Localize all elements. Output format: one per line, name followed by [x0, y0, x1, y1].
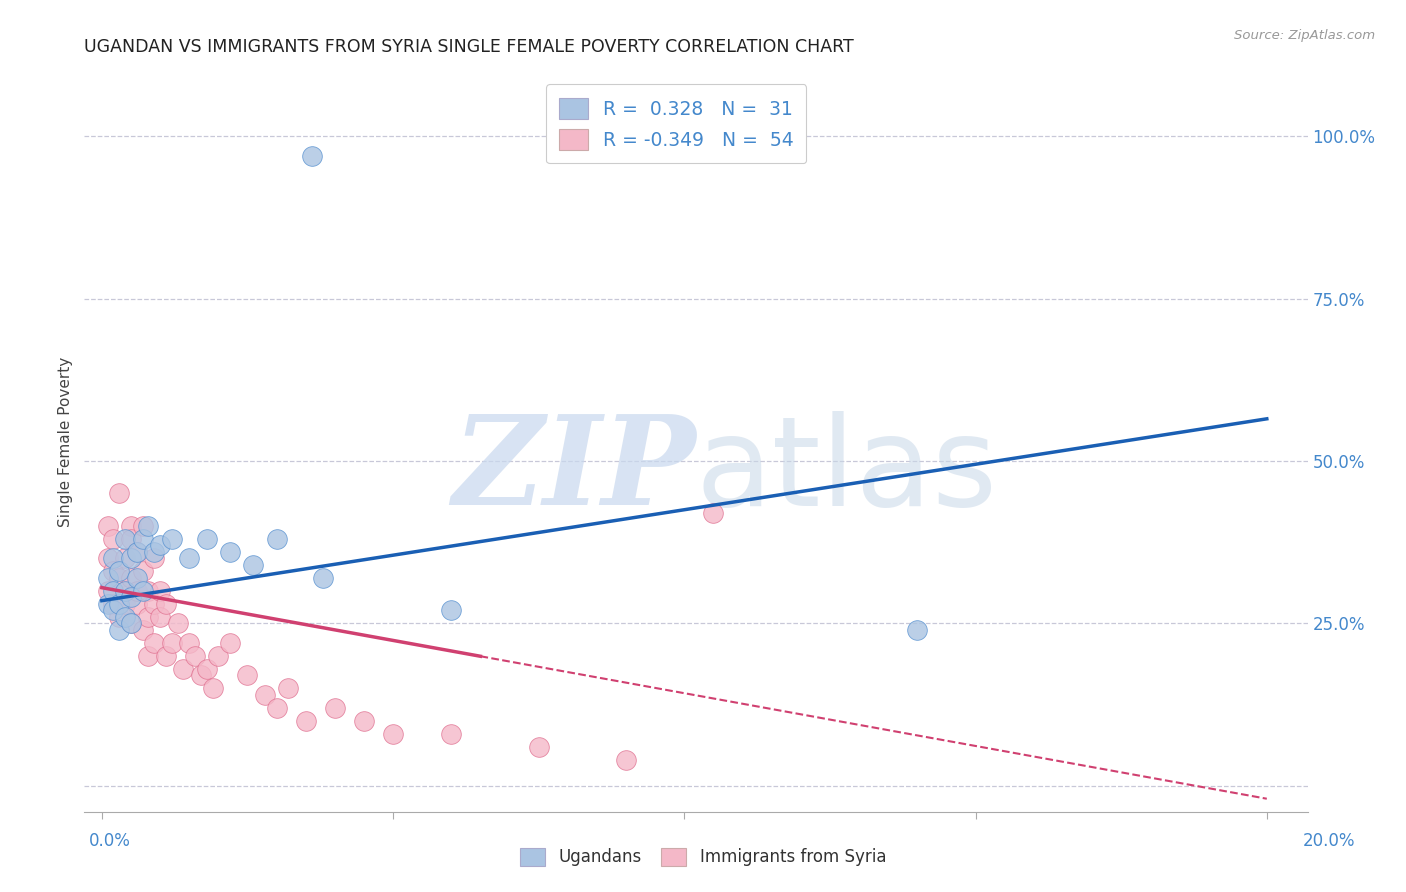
Text: 20.0%: 20.0% — [1302, 831, 1355, 849]
Legend: R =  0.328   N =  31, R = -0.349   N =  54: R = 0.328 N = 31, R = -0.349 N = 54 — [547, 85, 807, 163]
Point — [207, 648, 229, 663]
Point — [108, 610, 131, 624]
Point — [160, 636, 183, 650]
Point — [160, 532, 183, 546]
Point — [527, 739, 550, 754]
Point — [125, 583, 148, 598]
Text: ZIP: ZIP — [453, 410, 696, 532]
Text: Source: ZipAtlas.com: Source: ZipAtlas.com — [1234, 29, 1375, 43]
Point — [172, 662, 194, 676]
Point — [143, 551, 166, 566]
Point — [103, 597, 125, 611]
Point — [108, 597, 131, 611]
Point — [179, 551, 201, 566]
Point — [114, 583, 136, 598]
Point — [440, 727, 463, 741]
Point — [219, 545, 242, 559]
Point — [614, 753, 637, 767]
Point — [103, 583, 125, 598]
Point — [201, 681, 224, 696]
Point — [905, 623, 928, 637]
Point — [120, 532, 142, 546]
Point — [120, 519, 142, 533]
Point — [301, 149, 323, 163]
Point — [108, 486, 131, 500]
Point — [143, 545, 166, 559]
Point — [382, 727, 405, 741]
Point — [702, 506, 724, 520]
Point — [440, 603, 463, 617]
Point — [97, 597, 120, 611]
Point — [266, 701, 288, 715]
Point — [266, 532, 288, 546]
Point — [125, 545, 148, 559]
Point — [143, 636, 166, 650]
Point — [114, 532, 136, 546]
Text: UGANDAN VS IMMIGRANTS FROM SYRIA SINGLE FEMALE POVERTY CORRELATION CHART: UGANDAN VS IMMIGRANTS FROM SYRIA SINGLE … — [84, 38, 853, 56]
Point — [120, 571, 142, 585]
Point — [236, 668, 259, 682]
Point — [166, 616, 188, 631]
Point — [120, 616, 142, 631]
Point — [114, 551, 136, 566]
Point — [108, 565, 131, 579]
Point — [253, 688, 276, 702]
Point — [179, 636, 201, 650]
Text: 0.0%: 0.0% — [89, 831, 131, 849]
Point — [108, 623, 131, 637]
Point — [125, 571, 148, 585]
Point — [103, 532, 125, 546]
Point — [114, 583, 136, 598]
Legend: Ugandans, Immigrants from Syria: Ugandans, Immigrants from Syria — [513, 841, 893, 873]
Point — [155, 597, 177, 611]
Point — [131, 519, 153, 533]
Point — [353, 714, 375, 728]
Point — [190, 668, 212, 682]
Text: atlas: atlas — [696, 410, 998, 532]
Point — [103, 565, 125, 579]
Point — [125, 545, 148, 559]
Point — [323, 701, 346, 715]
Point — [195, 662, 218, 676]
Point — [195, 532, 218, 546]
Point — [114, 610, 136, 624]
Point — [114, 597, 136, 611]
Point — [125, 597, 148, 611]
Point — [131, 623, 153, 637]
Point — [108, 571, 131, 585]
Point — [131, 583, 153, 598]
Point — [120, 591, 142, 605]
Point — [138, 583, 160, 598]
Point — [97, 583, 120, 598]
Point — [312, 571, 335, 585]
Point — [138, 610, 160, 624]
Point — [97, 551, 120, 566]
Point — [277, 681, 299, 696]
Point — [294, 714, 316, 728]
Point — [143, 597, 166, 611]
Point — [149, 538, 172, 552]
Point — [149, 610, 172, 624]
Point — [97, 571, 120, 585]
Point — [97, 519, 120, 533]
Point — [219, 636, 242, 650]
Point — [120, 551, 142, 566]
Point — [103, 551, 125, 566]
Point — [155, 648, 177, 663]
Point — [138, 519, 160, 533]
Point — [120, 616, 142, 631]
Y-axis label: Single Female Poverty: Single Female Poverty — [58, 357, 73, 526]
Point — [103, 603, 125, 617]
Point — [131, 565, 153, 579]
Point — [131, 532, 153, 546]
Point — [242, 558, 264, 572]
Point — [138, 648, 160, 663]
Point — [184, 648, 207, 663]
Point — [149, 583, 172, 598]
